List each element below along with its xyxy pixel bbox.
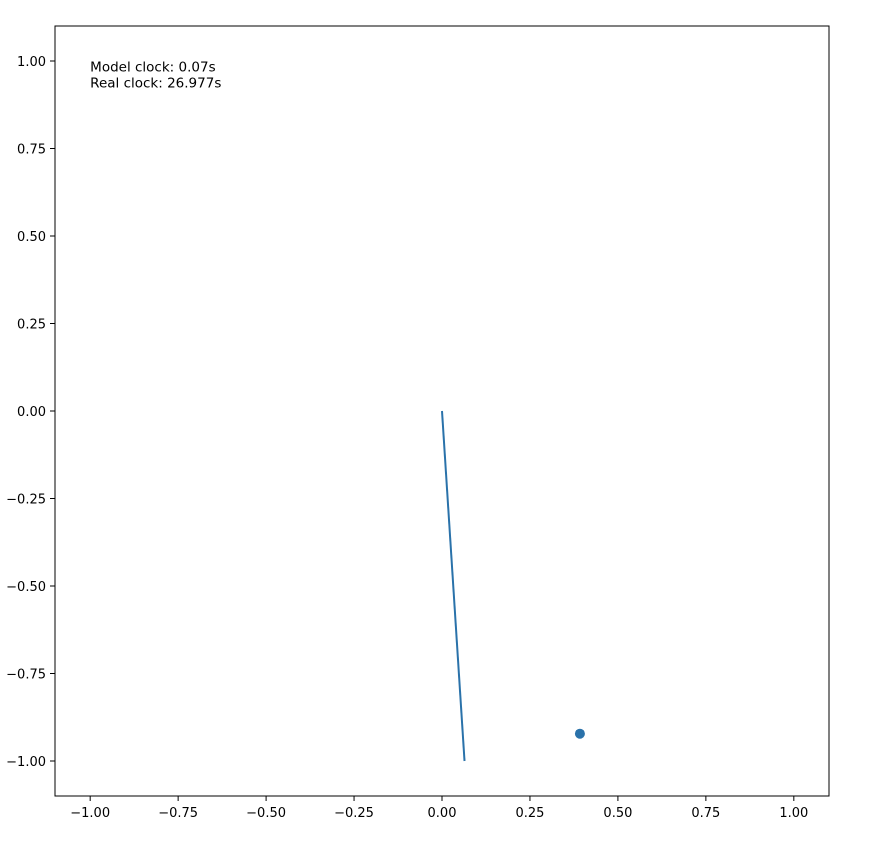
- model-clock-text: Model clock: 0.07s: [90, 59, 215, 75]
- x-tick-label: −0.50: [246, 806, 286, 821]
- x-tick-label: −0.25: [334, 806, 374, 821]
- x-tick-label: −0.75: [158, 806, 198, 821]
- plot-frame: [54, 25, 830, 797]
- y-tick-label: −0.75: [6, 668, 46, 683]
- x-tick-label: 1.00: [779, 806, 808, 821]
- y-tick-label: 0.25: [17, 318, 46, 333]
- x-tick-label: 0.75: [691, 806, 720, 821]
- y-tick-label: 1.00: [17, 55, 46, 70]
- scatter-point: [574, 728, 585, 739]
- y-tick-label: 0.00: [17, 405, 46, 420]
- y-axis: 1.00 0.75 0.50 0.25 0.00 −0.25 −0.50 −0.75 −1.00: [6, 55, 55, 770]
- series-layer: [441, 410, 585, 762]
- real-clock-text: Real clock: 26.977s: [90, 76, 221, 92]
- y-tick-label: −0.25: [6, 493, 46, 508]
- y-tick-label: 0.50: [17, 230, 46, 245]
- x-axis: −1.00 −0.75 −0.50 −0.25 0.00 0.25 0.50 0.75 1.00: [70, 796, 808, 821]
- x-tick-label: −1.00: [70, 806, 110, 821]
- x-tick-label: 0.00: [428, 806, 457, 821]
- y-tick-label: −1.00: [6, 755, 46, 770]
- x-tick-label: 0.25: [515, 806, 544, 821]
- y-tick-label: 0.75: [17, 143, 46, 158]
- pendulum-rod-line: [441, 410, 466, 762]
- y-tick-label: −0.50: [6, 580, 46, 595]
- x-tick-label: 0.50: [603, 806, 632, 821]
